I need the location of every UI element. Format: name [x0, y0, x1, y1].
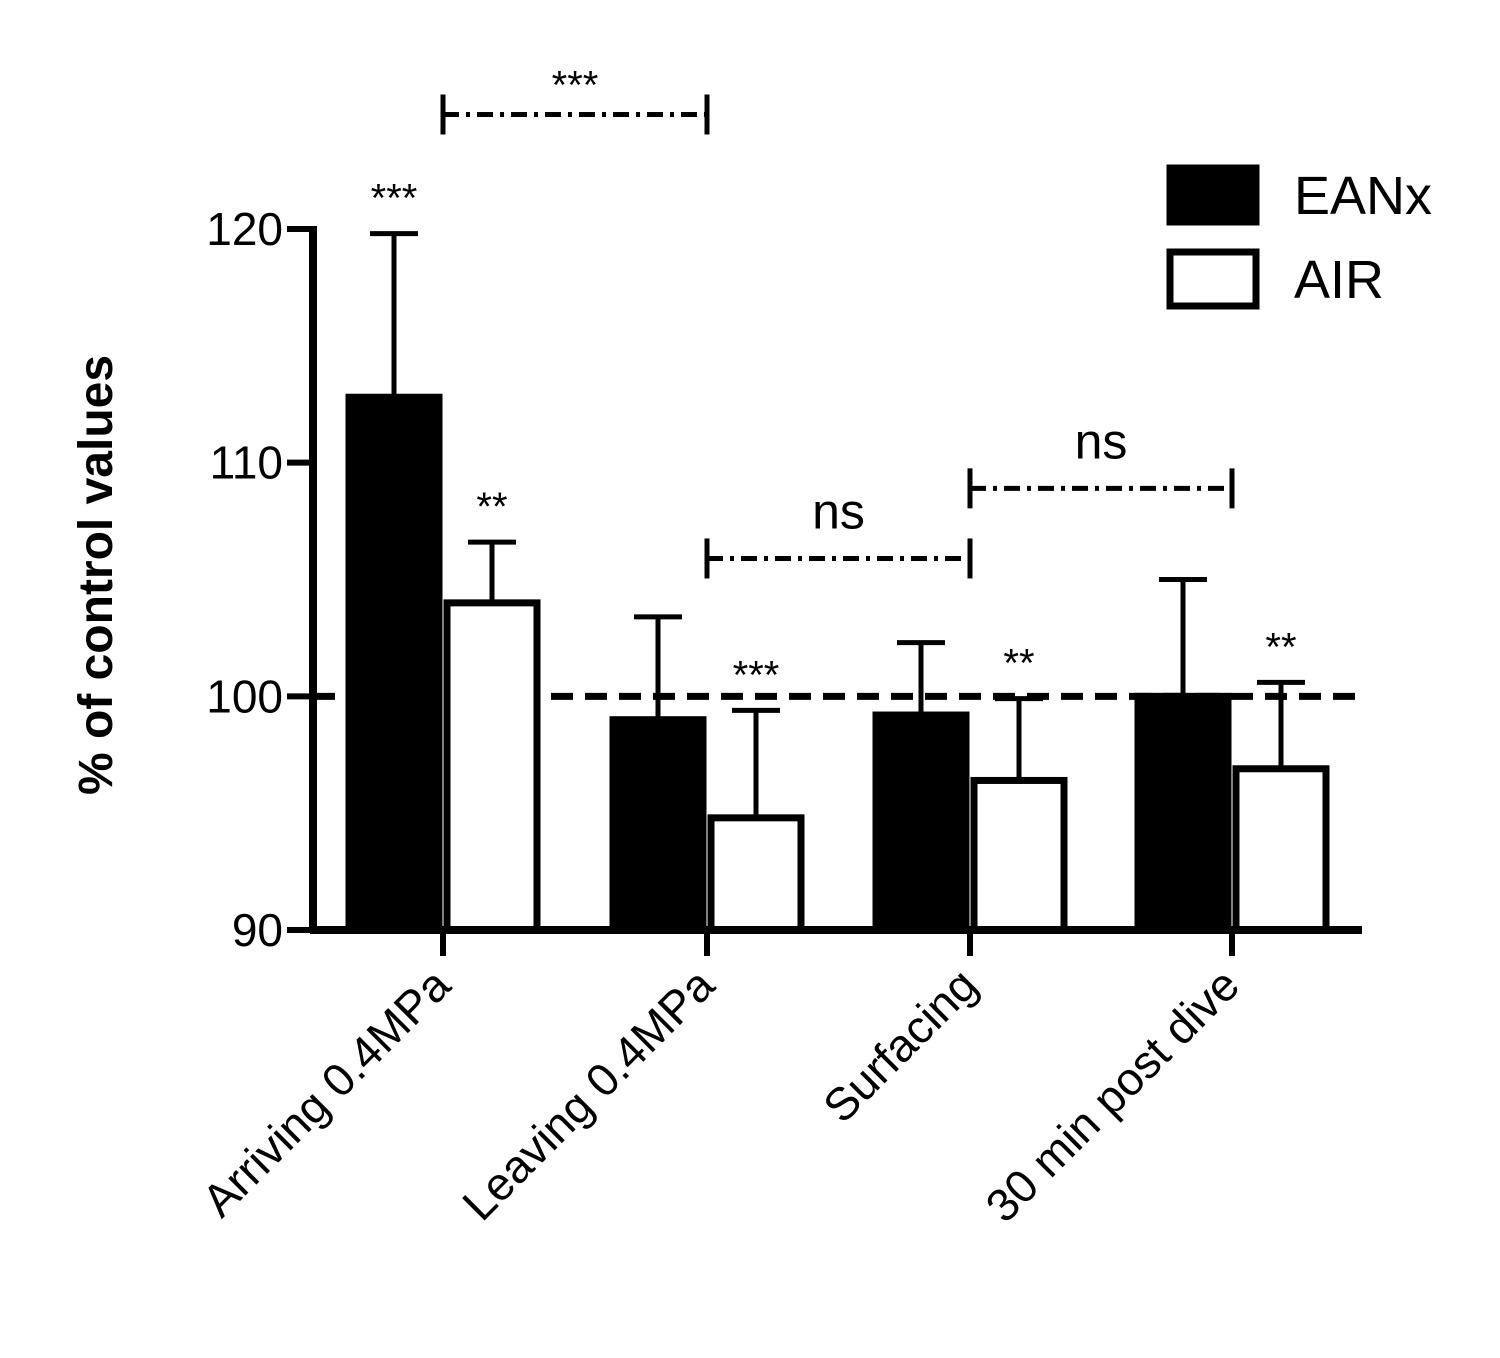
significance-label: ** — [1265, 625, 1296, 669]
y-tick-label: 90 — [232, 904, 283, 956]
bar-air — [970, 776, 1068, 934]
bar-air — [443, 599, 541, 934]
bar-eanx — [872, 711, 970, 934]
significance-label: *** — [733, 653, 780, 697]
bar-air — [1232, 765, 1330, 934]
significance-label: *** — [371, 177, 418, 221]
comparison-label: ns — [812, 483, 865, 539]
y-tick-label: 100 — [206, 670, 283, 722]
legend-label: EANx — [1294, 166, 1432, 226]
significance-label: ** — [476, 485, 507, 529]
comparison-label: *** — [552, 64, 599, 108]
legend-swatch-air — [1166, 248, 1260, 310]
x-category-label: 30 min post dive — [975, 958, 1249, 1232]
x-category-label: Surfacing — [813, 958, 987, 1132]
y-axis-title: % of control values — [70, 355, 123, 795]
x-category-label: Leaving 0.4MPa — [452, 958, 724, 1230]
legend-label: AIR — [1294, 250, 1384, 310]
x-category-label: Arriving 0.4MPa — [192, 958, 460, 1226]
bar-eanx — [345, 393, 443, 934]
significance-label: ** — [1003, 642, 1034, 686]
bar-air — [707, 814, 805, 934]
legend-swatch-eanx — [1166, 164, 1260, 226]
y-tick-label: 110 — [210, 437, 283, 489]
bar-eanx — [609, 716, 707, 934]
bar-eanx — [1134, 692, 1232, 934]
y-tick-label: 120 — [206, 203, 283, 255]
comparison-label: ns — [1075, 413, 1128, 469]
